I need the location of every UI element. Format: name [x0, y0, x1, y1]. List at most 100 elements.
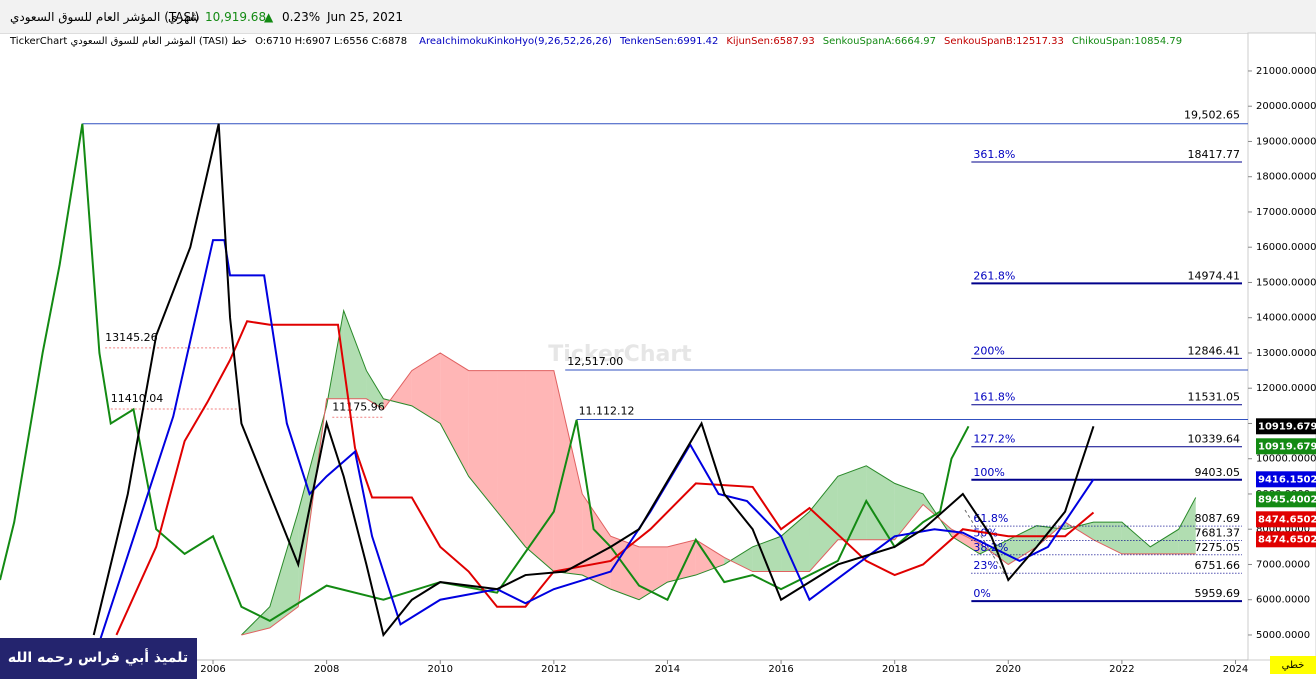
cloud-segment — [497, 370, 526, 547]
cloud-segment — [1008, 525, 1037, 565]
cloud-segment — [269, 511, 299, 628]
cloud-segment — [894, 483, 924, 540]
cloud-segment — [1065, 522, 1094, 540]
up-arrow: ▲ — [264, 10, 274, 24]
cloud-segment — [610, 536, 640, 600]
price-tag-label: 9416.1502 — [1258, 474, 1316, 485]
y-tick-label: 13000.0000 — [1256, 348, 1316, 359]
y-tick-label: 16000.0000 — [1256, 242, 1316, 253]
annotation-label: 11410.04 — [111, 392, 163, 405]
y-tick-label: 19000.0000 — [1256, 136, 1316, 147]
cloud-segment — [951, 529, 980, 554]
x-tick-label: 2024 — [1223, 664, 1248, 675]
change: 0.23% — [282, 10, 321, 24]
cloud-segment — [1150, 529, 1179, 554]
y-tick-label: 14000.0000 — [1256, 313, 1316, 324]
cloud-segment — [326, 310, 344, 406]
cloud-segment — [866, 465, 895, 540]
fib-value: 7275.05 — [1195, 541, 1241, 554]
cloud-segment — [343, 310, 367, 399]
y-tick-label: 15000.0000 — [1256, 277, 1316, 288]
cloud-segment — [411, 352, 441, 424]
y-tick-label: 5000.0000 — [1256, 630, 1310, 641]
fib-value: 11531.05 — [1188, 391, 1241, 404]
price-tag — [1256, 491, 1316, 508]
cloud-segment — [553, 370, 583, 576]
signature-box — [0, 638, 197, 679]
cloud-segment — [695, 539, 725, 576]
price-tag-label: 10919.6797 — [1258, 441, 1316, 452]
cloud-segment — [241, 606, 270, 635]
cloud-segment — [837, 465, 867, 540]
fib-percent: 61.8% — [973, 512, 1008, 525]
period: شهري — [168, 10, 200, 24]
signature: تلميذ أبي فراس رحمه الله — [8, 648, 188, 666]
price-tag — [1256, 471, 1316, 488]
info: H:6907 — [294, 36, 331, 47]
x-tick-label: 2018 — [882, 664, 907, 675]
cloud-segment — [1093, 522, 1122, 554]
fib-value: 12846.41 — [1188, 344, 1241, 357]
info: KijunSen:6587.93 — [726, 36, 815, 47]
y-tick-label: 17000.0000 — [1256, 207, 1316, 218]
watermark: TickerChart — [548, 342, 692, 367]
y-tick-label: 8000.0000 — [1256, 524, 1310, 535]
y-tick-label: 21000.0000 — [1256, 66, 1316, 77]
x-tick-label: 2016 — [768, 664, 793, 675]
fib-value: 8087.69 — [1195, 512, 1241, 525]
info: O:6710 — [255, 36, 292, 47]
fib-percent: 23% — [973, 559, 997, 572]
series-line — [115, 320, 1095, 636]
price: 10,919.68 — [205, 10, 267, 24]
annotation-label: 13145.26 — [105, 331, 158, 344]
fib-percent: 161.8% — [973, 391, 1015, 404]
level-label: 11.112.12 — [579, 405, 635, 418]
fib-value: 6751.66 — [1195, 559, 1241, 572]
cloud-segment — [298, 398, 327, 607]
info: C:6878 — [371, 36, 408, 47]
y-tick-label: 6000.0000 — [1256, 595, 1310, 606]
cloud-segment — [639, 546, 668, 600]
annotation-label: 11175.96 — [332, 400, 385, 413]
series-line — [92, 123, 1095, 638]
cloud-edge — [241, 308, 1197, 636]
indicator-info: TickerChart المؤشر العام للسوق السعودي (… — [10, 36, 1190, 47]
price-tag — [1256, 418, 1316, 435]
info: TenkenSen:6991.42 — [619, 36, 719, 47]
y-tick-label: 12000.0000 — [1256, 383, 1316, 394]
fib-percent: 200% — [973, 344, 1004, 357]
cloud-segment — [468, 370, 498, 512]
price-tag-label: 8474.6502 — [1258, 514, 1316, 525]
fib-value: 5959.69 — [1195, 587, 1241, 600]
price-tag — [1256, 438, 1316, 455]
cloud-segment — [1036, 522, 1066, 547]
y-tick-label: 11000.0000 — [1256, 418, 1316, 429]
cloud-segment — [582, 493, 611, 590]
title: المؤشر العام للسوق السعودي (TASI) — [10, 10, 200, 24]
level-label: 12,517.00 — [567, 355, 623, 368]
fib-trend — [964, 509, 1006, 576]
fib-value: 9403.05 — [1195, 466, 1241, 479]
date: Jun 25, 2021 — [327, 10, 404, 24]
level-label: 19,502.65 — [1184, 109, 1240, 122]
cloud-segment — [1178, 497, 1196, 554]
info: SenkouSpanA:6664.97 — [822, 36, 936, 47]
fib-value: 7681.37 — [1195, 526, 1241, 539]
info: TickerChart المؤشر العام للسوق السعودي (… — [10, 36, 248, 47]
y-tick-label: 18000.0000 — [1256, 172, 1316, 183]
info: L:6556 — [333, 36, 369, 47]
fib-percent: 261.8% — [973, 269, 1015, 282]
header: المؤشر العام للسوق السعودي (TASI) شهري 1… — [0, 0, 1316, 34]
y-tick-label: 20000.0000 — [1256, 101, 1316, 112]
cloud-segment — [383, 370, 412, 410]
style-box — [1270, 656, 1316, 674]
price-tag — [1256, 511, 1316, 528]
cloud-segment — [366, 370, 384, 410]
cloud-segment — [752, 536, 782, 572]
x-tick-label: 2012 — [541, 664, 566, 675]
fib-value: 10339.64 — [1188, 433, 1241, 446]
cloud-segment — [1121, 522, 1151, 554]
y-axis-panel — [1247, 32, 1316, 661]
